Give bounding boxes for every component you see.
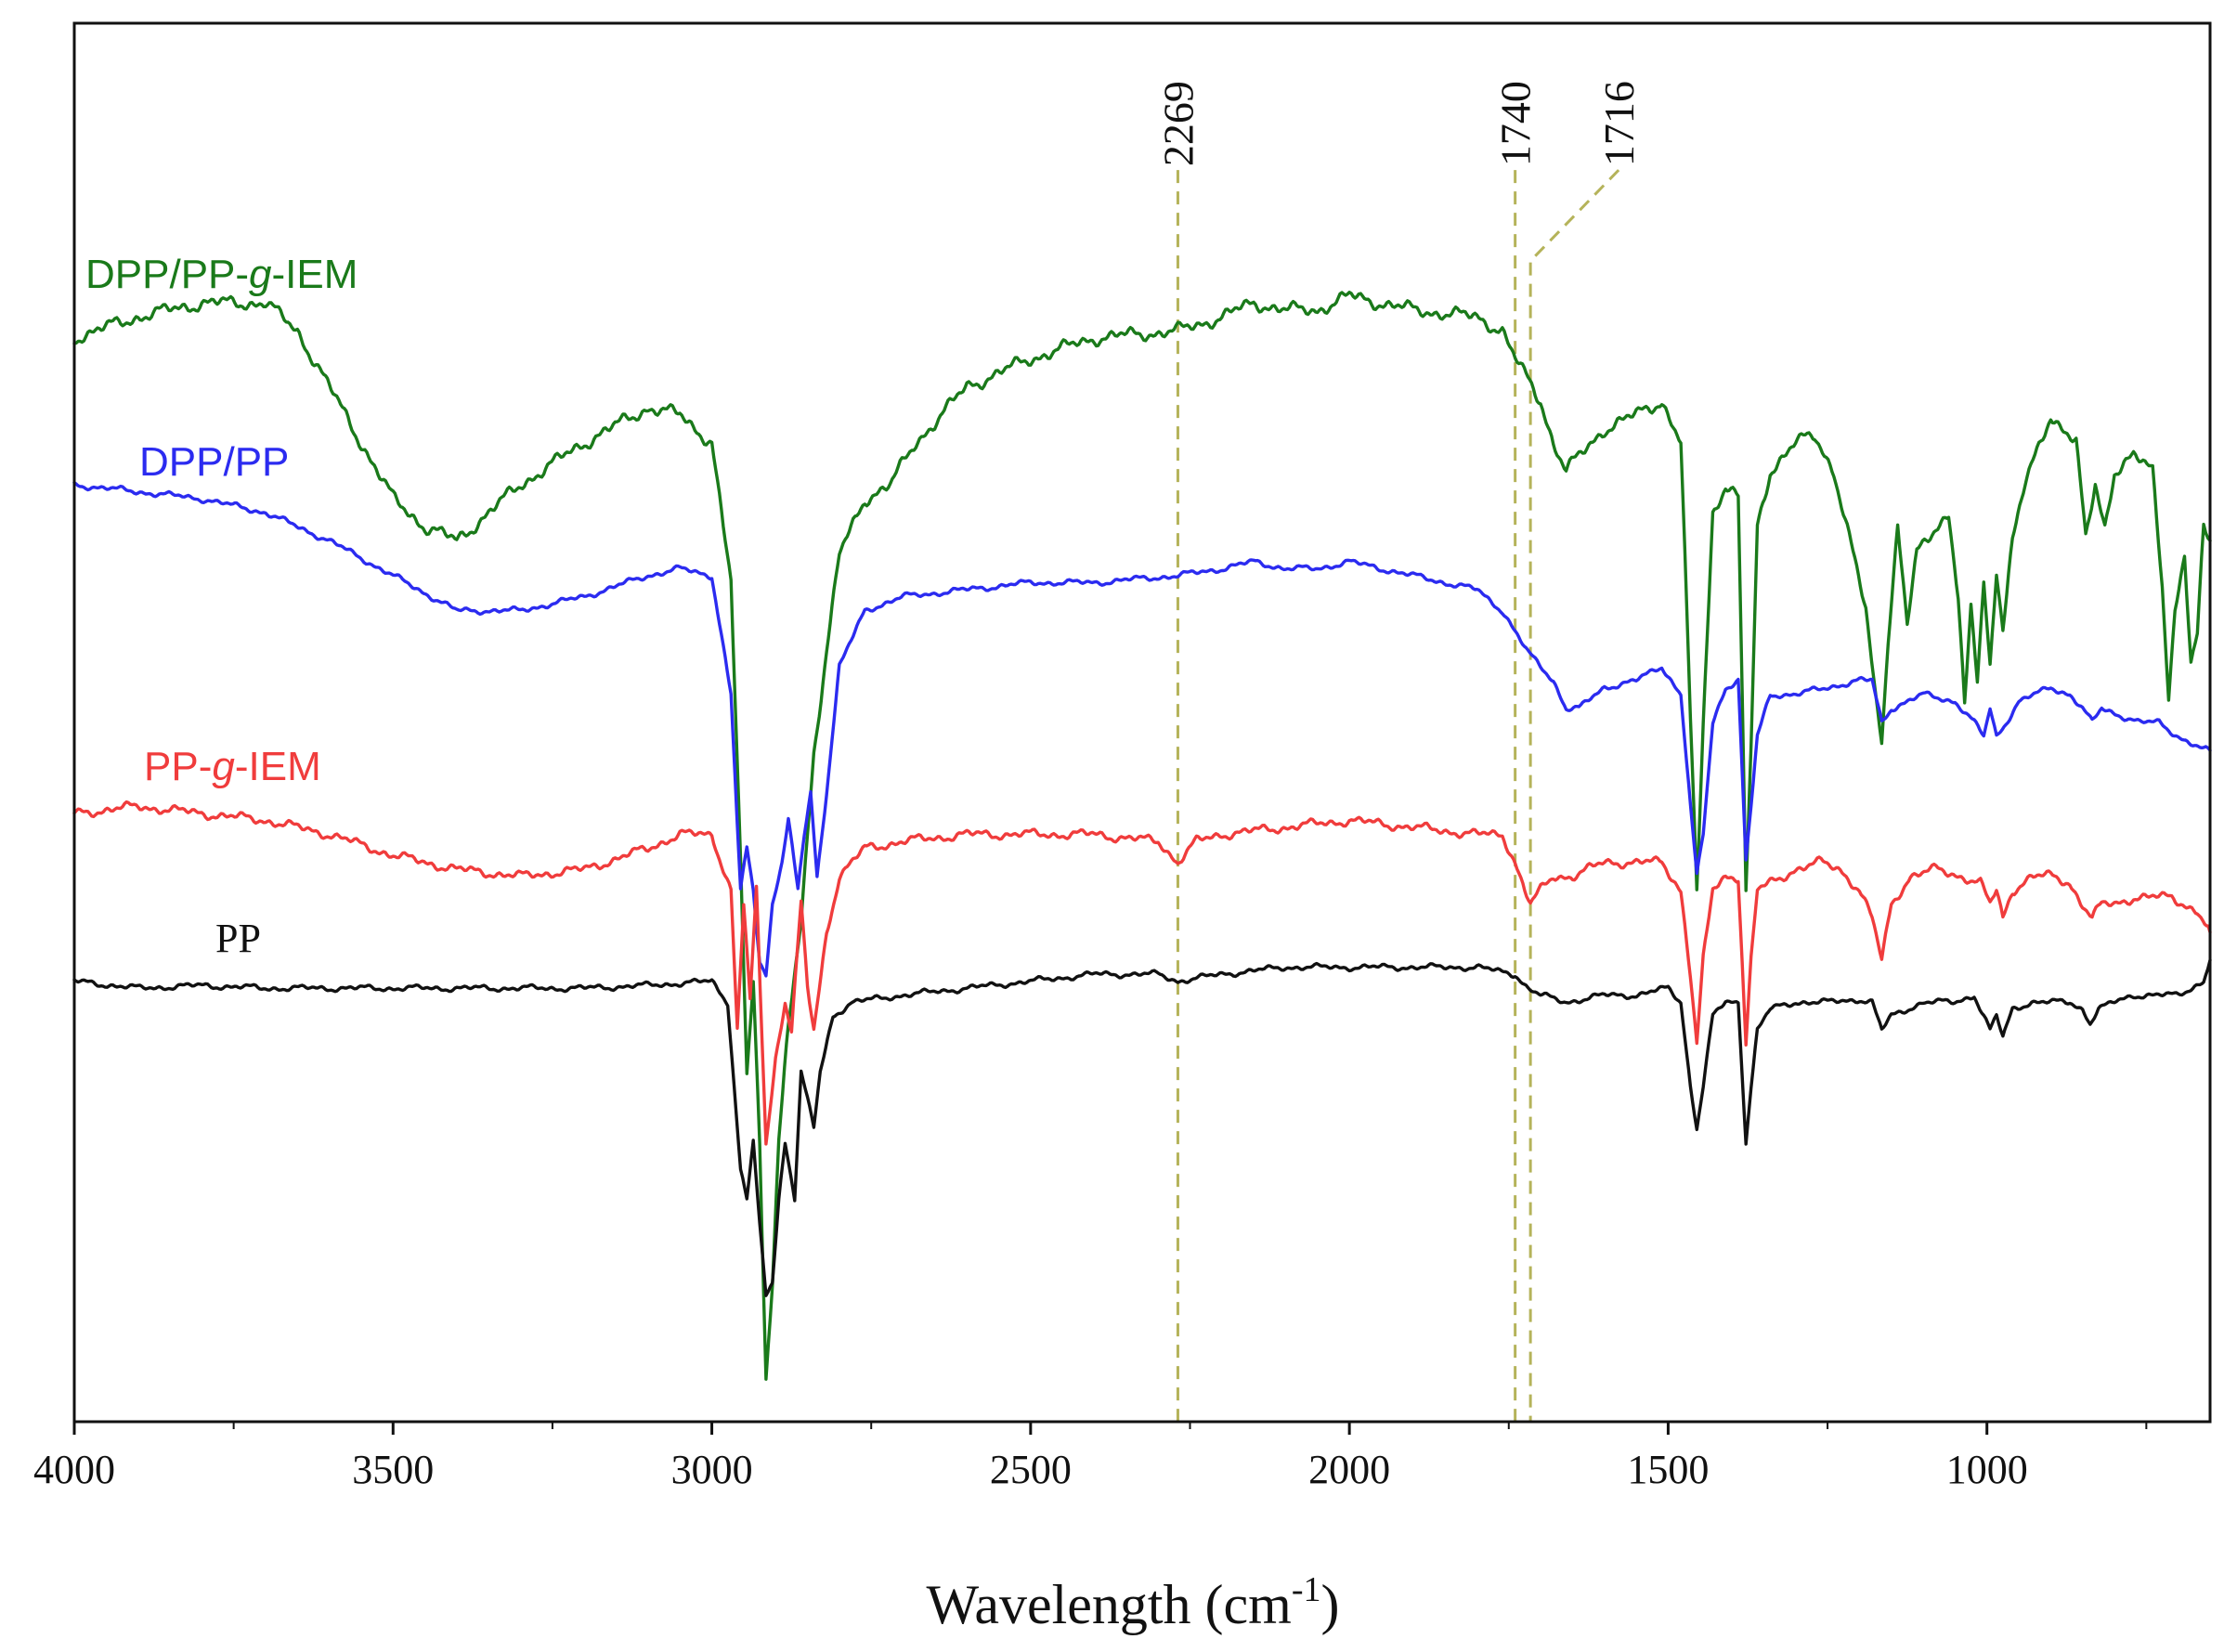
x-tick-label-3000: 3000: [671, 1447, 753, 1492]
x-axis-ticks: 4000 3500 3000 2500 2000 1500 1000: [33, 1422, 2148, 1492]
series-line-dpp-pp-g-iem: [72, 291, 2212, 1381]
series-line-dpp-pp: [72, 480, 2212, 978]
series-layer: [72, 291, 2212, 1381]
x-axis-title-suffix: ): [1321, 1574, 1340, 1635]
series-label-pp-g-iem: PP-g-IEM: [144, 744, 321, 789]
x-axis-title-superscript: -1: [1292, 1570, 1321, 1609]
x-tick-label-4000: 4000: [33, 1447, 115, 1492]
plot-frame: [72, 21, 2212, 1424]
series-label-pp-g-iem-italic: g: [212, 744, 235, 789]
series-label-dpp-pp-g-iem: DPP/PP-g-IEM: [85, 252, 358, 297]
annotation-line-1716: [1528, 169, 1620, 1422]
x-tick-label-3500: 3500: [352, 1447, 434, 1492]
series-label-pp: PP: [215, 916, 261, 961]
series-label-dpp-pp-g-iem-part3: -IEM: [272, 252, 358, 297]
series-line-pp-g-iem: [72, 800, 2212, 1146]
series-label-dpp-pp-text: DPP/PP: [139, 439, 289, 485]
x-tick-label-1500: 1500: [1627, 1447, 1709, 1492]
annotation-label-1716: 1716: [1595, 81, 1643, 166]
series-label-pp-g-iem-part3: -IEM: [235, 744, 321, 789]
series-label-pp-g-iem-part1: PP-: [144, 744, 212, 789]
series-label-dpp-pp-g-iem-part1: DPP/PP-: [85, 252, 249, 297]
x-axis-title-text: Wavelength (cm: [927, 1574, 1292, 1635]
annotation-layer: 2269 1740 1716: [1154, 81, 1643, 1422]
x-axis-title: Wavelength (cm-1): [927, 1570, 1340, 1635]
x-tick-label-1000: 1000: [1946, 1447, 2028, 1492]
x-tick-label-2500: 2500: [990, 1447, 1072, 1492]
annotation-label-2269: 2269: [1154, 81, 1202, 166]
series-line-pp: [72, 958, 2212, 1297]
series-label-pp-text: PP: [215, 916, 261, 961]
series-label-dpp-pp-g-iem-italic: g: [249, 252, 272, 297]
x-tick-label-2000: 2000: [1308, 1447, 1390, 1492]
series-label-dpp-pp: DPP/PP: [139, 439, 289, 485]
annotation-label-1740: 1740: [1492, 81, 1540, 166]
